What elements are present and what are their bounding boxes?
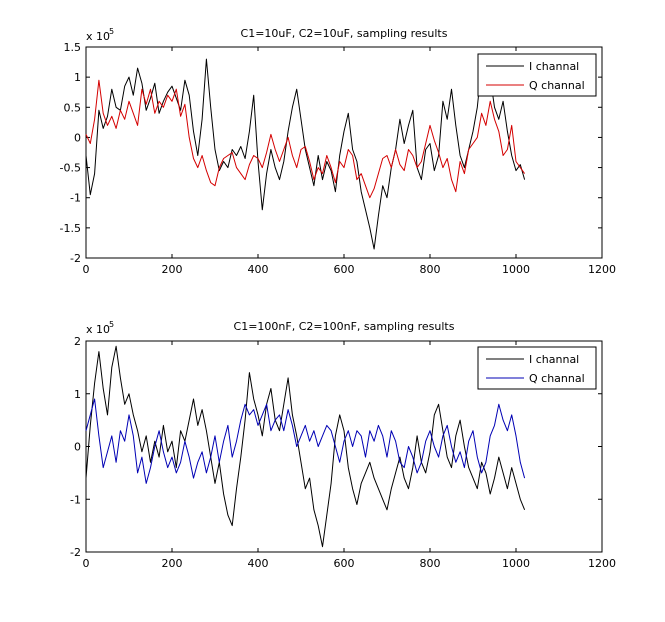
- x-tick-label: 1000: [502, 557, 530, 570]
- x-ticks-bottom: 0 200 400 600 800 1000 1200: [83, 341, 616, 570]
- legend-top: I channal Q channal: [477, 53, 597, 97]
- y-tick-label: 1: [74, 388, 81, 401]
- x-tick-label: 1000: [502, 263, 530, 276]
- y-ticks-bottom: -2 -1 0 1 2: [70, 335, 602, 559]
- chart-title-bottom: C1=100nF, C2=100nF, sampling results: [234, 320, 455, 333]
- y-tick-label: 2: [74, 335, 81, 348]
- x-tick-label: 0: [83, 263, 90, 276]
- y-multiplier-bottom: x 10: [86, 323, 110, 336]
- x-tick-label: 1200: [588, 263, 616, 276]
- y-tick-label: -2: [70, 546, 81, 559]
- x-tick-label: 800: [420, 263, 441, 276]
- y-ticks-top: -2 -1.5 -1 -0.5 0 0.5 1 1.5: [60, 41, 602, 265]
- x-tick-label: 600: [334, 263, 355, 276]
- x-tick-label: 400: [248, 557, 269, 570]
- y-tick-label: -1: [70, 192, 81, 205]
- series-top: [85, 58, 526, 250]
- legend-label-q-top: Q channal: [529, 79, 585, 92]
- legend-box-bottom: [477, 346, 597, 390]
- y-tick-label: 0: [74, 131, 81, 144]
- y-tick-label: 0.5: [64, 101, 82, 114]
- series-line-i-channal: [85, 345, 526, 548]
- chart-bottom: C1=100nF, C2=100nF, sampling results x 1…: [70, 320, 616, 570]
- legend-label-i-top: I channal: [529, 60, 579, 73]
- y-tick-label: -1: [70, 493, 81, 506]
- x-ticks-top: 0 200 400 600 800 1000 1200: [83, 47, 616, 276]
- legend-bottom: I channal Q channal: [477, 346, 597, 390]
- series-line-q-channal: [85, 79, 526, 199]
- y-exponent-bottom: 5: [109, 320, 114, 329]
- y-tick-label: 1: [74, 71, 81, 84]
- y-tick-label: -1.5: [60, 222, 81, 235]
- x-tick-label: 600: [334, 557, 355, 570]
- y-tick-label: 0: [74, 441, 81, 454]
- series-line-i-channal: [85, 58, 526, 250]
- legend-label-i-bottom: I channal: [529, 353, 579, 366]
- y-exponent-top: 5: [109, 27, 114, 36]
- y-tick-label: -2: [70, 252, 81, 265]
- y-multiplier-top: x 10: [86, 30, 110, 43]
- series-line-q-channal: [85, 398, 526, 484]
- x-tick-label: 200: [162, 263, 183, 276]
- x-tick-label: 400: [248, 263, 269, 276]
- chart-title-top: C1=10uF, C2=10uF, sampling results: [241, 27, 448, 40]
- legend-label-q-bottom: Q channal: [529, 372, 585, 385]
- x-tick-label: 800: [420, 557, 441, 570]
- x-tick-label: 200: [162, 557, 183, 570]
- x-tick-label: 0: [83, 557, 90, 570]
- x-tick-label: 1200: [588, 557, 616, 570]
- chart-top: C1=10uF, C2=10uF, sampling results x 10 …: [60, 27, 616, 276]
- legend-box-top: [477, 53, 597, 97]
- series-bottom: [85, 345, 526, 548]
- y-tick-label: -0.5: [60, 162, 81, 175]
- y-tick-label: 1.5: [64, 41, 82, 54]
